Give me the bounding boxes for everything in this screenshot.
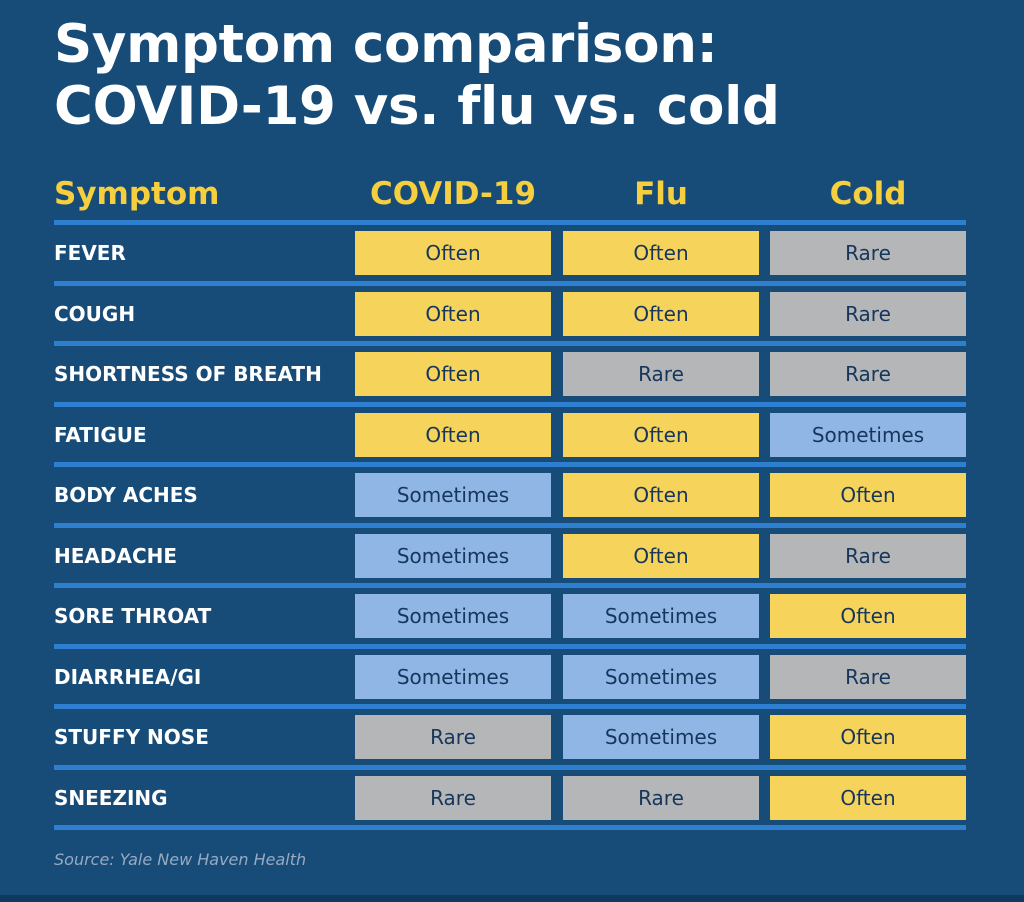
cold-cell: Rare	[770, 534, 966, 578]
header-flu: Flu	[634, 176, 688, 212]
symptom-label: DIARRHEA/GI	[54, 665, 202, 689]
header-symptom: Symptom	[54, 176, 220, 212]
covid-cell: Often	[355, 231, 551, 275]
covid-cell: Often	[355, 413, 551, 457]
cold-cell: Rare	[770, 655, 966, 699]
cold-cell: Rare	[770, 352, 966, 396]
cold-cell: Often	[770, 473, 966, 517]
header-covid: COVID-19	[369, 176, 537, 212]
covid-cell: Sometimes	[355, 473, 551, 517]
symptom-label: SORE THROAT	[54, 604, 212, 628]
row-divider	[54, 341, 966, 346]
symptom-label: SNEEZING	[54, 786, 168, 810]
symptom-label: BODY ACHES	[54, 483, 198, 507]
row-divider	[54, 765, 966, 770]
flu-cell: Often	[563, 231, 759, 275]
header-cold: Cold	[829, 176, 907, 212]
symptom-label: SHORTNESS OF BREATH	[54, 362, 322, 386]
row-divider	[54, 825, 966, 830]
symptom-label: FEVER	[54, 241, 126, 265]
covid-cell: Sometimes	[355, 534, 551, 578]
covid-cell: Sometimes	[355, 655, 551, 699]
flu-cell: Sometimes	[563, 715, 759, 759]
row-divider	[54, 462, 966, 467]
symptom-label: FATIGUE	[54, 423, 147, 447]
row-divider	[54, 704, 966, 709]
cold-cell: Sometimes	[770, 413, 966, 457]
symptom-label: COUGH	[54, 302, 136, 326]
source-note: Source: Yale New Haven Health	[54, 850, 307, 869]
row-divider	[54, 644, 966, 649]
flu-cell: Often	[563, 292, 759, 336]
cold-cell: Often	[770, 715, 966, 759]
flu-cell: Rare	[563, 776, 759, 820]
row-divider	[54, 583, 966, 588]
page-title: Symptom comparison: COVID-19 vs. flu vs.…	[54, 14, 994, 138]
flu-cell: Often	[563, 413, 759, 457]
symptom-label: STUFFY NOSE	[54, 725, 209, 749]
row-divider	[54, 402, 966, 407]
symptom-label: HEADACHE	[54, 544, 178, 568]
flu-cell: Sometimes	[563, 655, 759, 699]
flu-cell: Often	[563, 534, 759, 578]
cold-cell: Often	[770, 776, 966, 820]
covid-cell: Often	[355, 352, 551, 396]
covid-cell: Rare	[355, 715, 551, 759]
covid-cell: Often	[355, 292, 551, 336]
row-divider	[54, 281, 966, 286]
title-line-2: COVID-19 vs. flu vs. cold	[54, 76, 780, 137]
cold-cell: Rare	[770, 292, 966, 336]
covid-cell: Sometimes	[355, 594, 551, 638]
cold-cell: Rare	[770, 231, 966, 275]
covid-cell: Rare	[355, 776, 551, 820]
flu-cell: Rare	[563, 352, 759, 396]
cold-cell: Often	[770, 594, 966, 638]
row-divider	[54, 220, 966, 225]
row-divider	[54, 523, 966, 528]
bottom-band	[0, 895, 1024, 902]
flu-cell: Sometimes	[563, 594, 759, 638]
flu-cell: Often	[563, 473, 759, 517]
title-line-1: Symptom comparison:	[54, 14, 718, 75]
